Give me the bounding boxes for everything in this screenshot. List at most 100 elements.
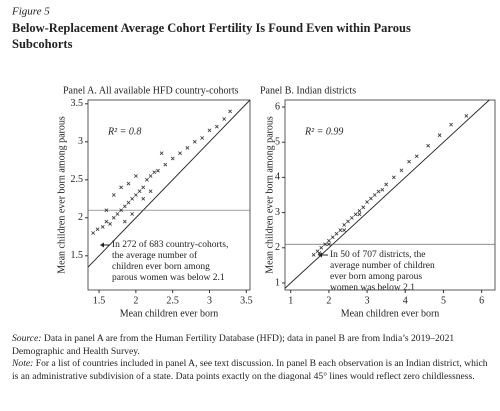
point xyxy=(214,124,219,129)
point-stroke xyxy=(407,159,411,164)
point-stroke xyxy=(317,251,322,255)
y-tick-label: 2.5 xyxy=(71,174,84,185)
point-stroke xyxy=(414,154,419,159)
plot-frame xyxy=(87,99,251,291)
note-text: For a list of countries included in pane… xyxy=(12,358,488,382)
point-stroke xyxy=(357,212,362,217)
x-tick-label: 3.5 xyxy=(240,295,253,306)
point xyxy=(319,245,324,250)
point xyxy=(145,177,149,182)
y-tick-label: 1.5 xyxy=(71,250,84,261)
point-stroke xyxy=(376,189,381,194)
point xyxy=(311,252,316,257)
point-stroke xyxy=(192,139,197,144)
figure-label: Figure 5 xyxy=(11,6,50,18)
point xyxy=(437,133,442,138)
point-stroke xyxy=(95,227,100,232)
point-stroke xyxy=(342,228,347,233)
point xyxy=(353,212,358,217)
plot-frame xyxy=(284,99,496,291)
y-tick-label: 2 xyxy=(78,212,83,223)
point-stroke xyxy=(319,245,324,250)
point-stroke xyxy=(357,208,362,213)
point-stroke xyxy=(104,219,109,224)
point-stroke xyxy=(130,196,135,201)
y-tick-label: 3 xyxy=(78,136,83,147)
point xyxy=(148,189,153,194)
diagonal-line xyxy=(284,99,490,289)
point-stroke xyxy=(141,196,146,201)
point-stroke xyxy=(104,208,109,213)
point-stroke xyxy=(156,168,160,173)
point-stroke xyxy=(426,143,431,148)
point-stroke xyxy=(108,221,112,226)
point xyxy=(338,228,343,233)
point xyxy=(384,182,389,187)
x-tick-label: 4 xyxy=(403,295,408,306)
point-stroke xyxy=(141,185,146,190)
x-tick-label: 1 xyxy=(288,295,293,306)
point xyxy=(222,117,227,121)
point xyxy=(100,225,105,229)
point xyxy=(407,159,411,164)
point xyxy=(334,231,339,236)
point-stroke xyxy=(145,177,149,182)
point-stroke xyxy=(437,133,442,138)
point-stroke xyxy=(349,215,354,220)
source-label: Source: xyxy=(12,333,42,344)
point xyxy=(141,185,146,190)
point xyxy=(111,193,116,197)
point xyxy=(361,205,366,210)
x-tick-label: 5 xyxy=(441,295,446,306)
note-label: Note: xyxy=(12,358,34,369)
point xyxy=(342,223,347,227)
point xyxy=(185,145,190,150)
y-tick-label: 5 xyxy=(275,137,280,148)
point-stroke xyxy=(311,252,316,257)
point-stroke xyxy=(361,205,366,210)
point xyxy=(414,154,419,159)
figure-title: Below-Replacement Average Cohort Fertili… xyxy=(12,21,411,35)
point-stroke xyxy=(338,228,343,233)
y-axis-label: Mean children ever born among parous xyxy=(264,116,275,274)
point xyxy=(323,242,327,247)
r-squared: R² = 0.99 xyxy=(304,126,343,137)
point xyxy=(327,242,331,247)
point xyxy=(119,185,124,190)
source: Source: Data in panel A are from the Hum… xyxy=(12,333,490,358)
point xyxy=(178,151,182,156)
point-stroke xyxy=(152,170,157,175)
point xyxy=(95,227,100,232)
point xyxy=(464,113,469,118)
point-stroke xyxy=(365,200,369,204)
point-stroke xyxy=(111,215,116,220)
arrow-head xyxy=(318,252,322,258)
annotation: parous women was below 2.1 xyxy=(112,273,225,283)
point-stroke xyxy=(391,175,396,180)
y-tick-label: 6 xyxy=(275,101,280,112)
point-stroke xyxy=(207,128,212,133)
point-stroke xyxy=(214,124,219,129)
point-stroke xyxy=(380,187,385,192)
point-stroke xyxy=(327,238,331,243)
panel-title: Panel A. All available HFD country-cohor… xyxy=(63,85,239,96)
point-stroke xyxy=(346,219,350,224)
point-stroke xyxy=(185,145,190,150)
point-stroke xyxy=(353,212,358,217)
point xyxy=(342,228,347,233)
point-stroke xyxy=(148,189,153,194)
annotation: In 50 of 707 districts, the xyxy=(330,249,426,260)
diagonal-line xyxy=(87,99,251,268)
y-tick-label: 1 xyxy=(275,277,280,288)
point-stroke xyxy=(130,212,135,216)
point-stroke xyxy=(91,231,96,235)
r-squared: R² = 0.8 xyxy=(107,126,141,137)
point xyxy=(369,196,373,201)
point-stroke xyxy=(449,122,453,127)
annotation: average number of children xyxy=(330,260,435,271)
point xyxy=(163,162,168,167)
point xyxy=(376,189,381,194)
point-stroke xyxy=(133,193,138,197)
